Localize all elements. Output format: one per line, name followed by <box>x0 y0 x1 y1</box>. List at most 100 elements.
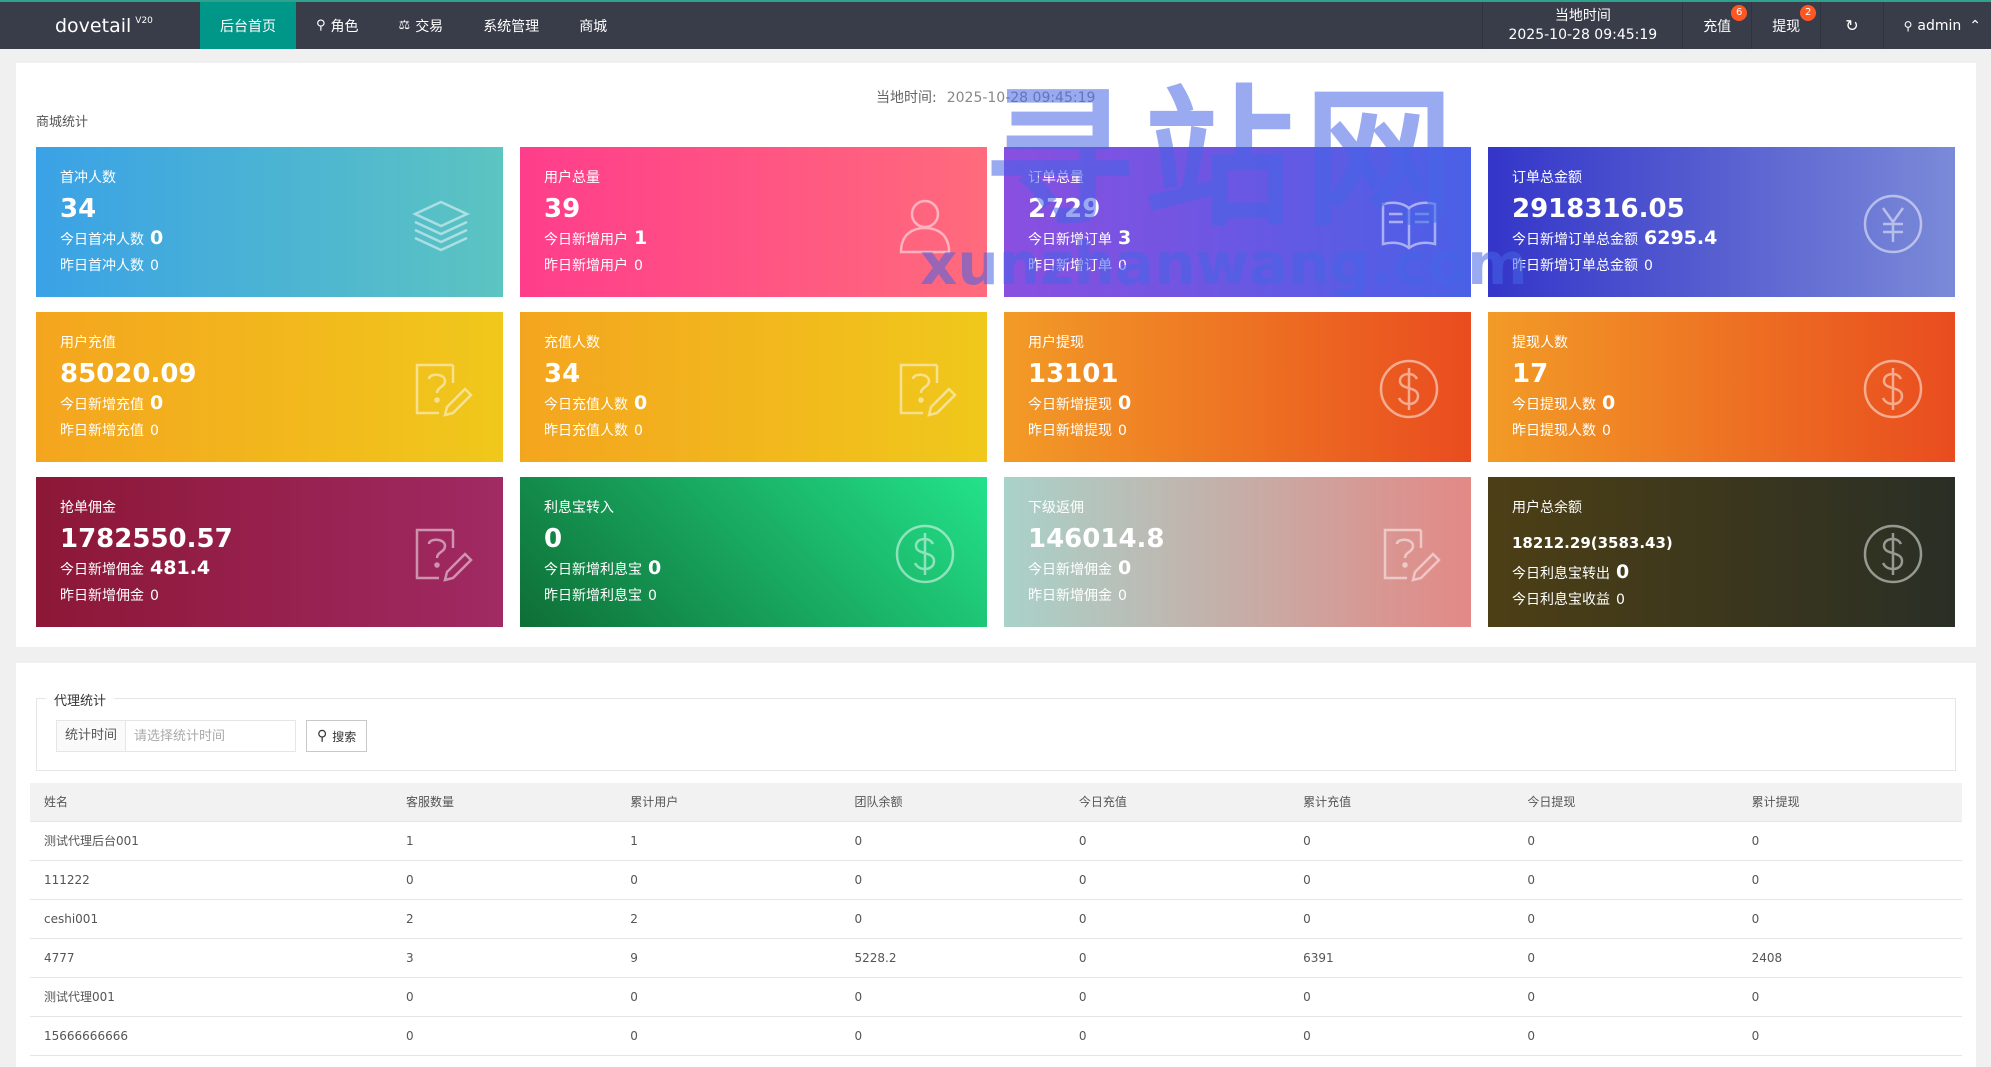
stat-card: 用户提现 13101 今日新增提现 0 昨日新增提现 0 <box>1004 312 1471 462</box>
table-cell: 0 <box>1289 899 1514 939</box>
stat-card-value: 17 <box>1512 359 1549 389</box>
table-cell: 0 <box>1737 821 1962 861</box>
logo[interactable]: dovetail V20 <box>0 2 200 49</box>
column-header[interactable]: 团队余额 <box>840 783 1065 822</box>
local-time-value: 2025-10-28 09:45:19 <box>1508 26 1658 43</box>
stat-card-label: 订单总量 <box>1028 170 1084 186</box>
yen-icon <box>1861 192 1925 256</box>
table-cell: 1 <box>616 821 841 861</box>
nav-item-mall[interactable]: 商城 <box>579 18 608 35</box>
stat-card-label: 充值人数 <box>544 335 600 351</box>
stat-card: 首冲人数 34 今日首冲人数 0 昨日首冲人数 0 <box>36 147 503 297</box>
table-cell: 2 <box>392 899 617 939</box>
edit-question-icon <box>409 357 473 421</box>
table-cell: 0 <box>1513 977 1738 1017</box>
stat-card-value: 13101 <box>1028 359 1119 389</box>
local-time-label: 当地时间 <box>1554 7 1611 24</box>
stat-card: 提现人数 17 今日提现人数 0 昨日提现人数 0 <box>1488 312 1955 462</box>
stat-card-today: 今日新增订单总金额 6295.4 <box>1512 227 1718 249</box>
stat-card-value: 39 <box>544 194 581 224</box>
table-cell: 0 <box>840 821 1065 861</box>
refresh-icon[interactable]: ↻ <box>1820 2 1882 49</box>
logo-version: V20 <box>135 15 153 26</box>
withdraw-button[interactable]: 提现 2 <box>1751 2 1820 49</box>
table-cell: 0 <box>840 1016 1065 1056</box>
nav-item-home[interactable]: 后台首页 <box>200 2 296 49</box>
stat-card-label: 抢单佣金 <box>60 500 116 516</box>
stat-card-value: 2918316.05 <box>1512 194 1685 224</box>
stat-card: 抢单佣金 1782550.57 今日新增佣金 481.4 昨日新增佣金 0 <box>36 477 503 627</box>
table-row: 111222 0 0 0 0 0 0 0 <box>30 860 1962 900</box>
stat-card-today: 今日新增佣金 0 <box>1028 557 1132 579</box>
table-cell: 5228.2 <box>840 938 1065 978</box>
column-header[interactable]: 累计充值 <box>1289 783 1514 822</box>
stat-card-value: 18212.29(3583.43) <box>1512 534 1673 552</box>
stat-card-yesterday: 今日利息宝收益 0 <box>1512 592 1625 608</box>
table-cell: 0 <box>1064 1016 1290 1056</box>
table-cell: 0 <box>1289 821 1514 861</box>
dollar-icon <box>1861 357 1925 421</box>
column-header[interactable]: 累计用户 <box>616 783 841 822</box>
stat-card-today: 今日新增充值 0 <box>60 392 164 414</box>
table-cell: 4777 <box>30 938 392 978</box>
stat-card-value: 1782550.57 <box>60 524 233 554</box>
table-cell: 0 <box>1513 938 1738 978</box>
column-header[interactable]: 今日提现 <box>1513 783 1738 822</box>
column-header[interactable]: 姓名 <box>30 783 392 822</box>
stat-card-label: 订单总金额 <box>1512 170 1582 186</box>
search-fieldset <box>36 698 1956 771</box>
stat-card-value: 34 <box>60 194 97 224</box>
table-row: 4777 3 9 5228.2 0 6391 0 2408 <box>30 938 1962 978</box>
stat-card: 用户总余额 18212.29(3583.43) 今日利息宝转出 0 今日利息宝收益 0 <box>1488 477 1955 627</box>
layers-icon <box>409 192 473 256</box>
table-cell: 测试代理001 <box>30 977 392 1017</box>
user-menu[interactable]: ⚲ admin ⌃ <box>1882 2 1991 49</box>
stat-card-label: 用户总余额 <box>1512 500 1582 516</box>
mall-stats-panel: 当地时间: 2025-10-28 09:45:19 商城统计 首冲人数 34 今日首冲… <box>16 63 1976 647</box>
stat-card-label: 用户提现 <box>1028 335 1084 351</box>
column-header[interactable]: 客服数量 <box>392 783 617 822</box>
current-time: 当地时间: 2025-10-28 09:45:19 <box>876 90 1096 106</box>
stat-card-today: 今日新增佣金 481.4 <box>60 557 211 579</box>
nav-item-roles[interactable]: ⚲ 角色 <box>316 18 359 35</box>
withdraw-badge: 2 <box>1800 5 1817 21</box>
stat-card-today: 今日充值人数 0 <box>544 392 648 414</box>
stat-card-label: 利息宝转入 <box>544 500 614 516</box>
nav-item-trade[interactable]: ⚖ 交易 <box>398 18 444 35</box>
edit-question-icon <box>1377 522 1441 586</box>
stat-card-label: 首冲人数 <box>60 170 116 186</box>
stat-card-yesterday: 昨日提现人数 0 <box>1512 423 1611 439</box>
user-icon: ⚲ <box>1903 18 1913 33</box>
table-cell: 0 <box>840 860 1065 900</box>
column-header[interactable]: 累计提现 <box>1737 783 1962 822</box>
stat-card-yesterday: 昨日充值人数 0 <box>544 423 643 439</box>
stat-card-yesterday: 昨日新增用户 0 <box>544 258 643 274</box>
stat-card-label: 用户总量 <box>544 170 600 186</box>
stat-card-yesterday: 昨日新增订单 0 <box>1028 258 1127 274</box>
table-cell: 1 <box>392 821 617 861</box>
stat-card-today: 今日新增订单 3 <box>1028 227 1132 249</box>
search-button[interactable]: ⚲ 搜索 <box>306 720 368 752</box>
table-row: 15666666666 0 0 0 0 0 0 0 <box>30 1016 1962 1056</box>
stat-card-yesterday: 昨日新增佣金 0 <box>1028 588 1127 604</box>
nav-item-system[interactable]: 系统管理 <box>483 18 540 35</box>
table-cell: 0 <box>1289 860 1514 900</box>
recharge-button[interactable]: 充值 6 <box>1682 2 1751 49</box>
stat-card-value: 0 <box>544 524 563 554</box>
user-icon: ⚲ <box>316 18 326 33</box>
table-cell: 0 <box>1513 899 1738 939</box>
scale-icon: ⚖ <box>398 18 411 33</box>
search-row: 统计时间 ⚲搜索 <box>56 720 368 752</box>
table-cell: 0 <box>616 977 841 1017</box>
stat-card: 下级返佣 146014.8 今日新增佣金 0 昨日新增佣金 0 <box>1004 477 1471 627</box>
stat-card-today: 今日提现人数 0 <box>1512 392 1616 414</box>
header-right: 当地时间 2025-10-28 09:45:19 充值 6 提现 2 ↻ ⚲ a… <box>1482 2 1991 49</box>
column-header[interactable]: 今日充值 <box>1064 783 1290 822</box>
table-header: 姓名 客服数量 累计用户 团队余额 今日充值 累计充值 今日提现 累计提现 <box>30 783 1962 822</box>
table-cell: 0 <box>1513 1016 1738 1056</box>
table-cell: 0 <box>392 860 617 900</box>
edit-question-icon <box>893 357 957 421</box>
dollar-icon <box>1861 522 1925 586</box>
table-row: ceshi001 2 2 0 0 0 0 0 <box>30 899 1962 939</box>
date-input[interactable] <box>126 720 297 752</box>
